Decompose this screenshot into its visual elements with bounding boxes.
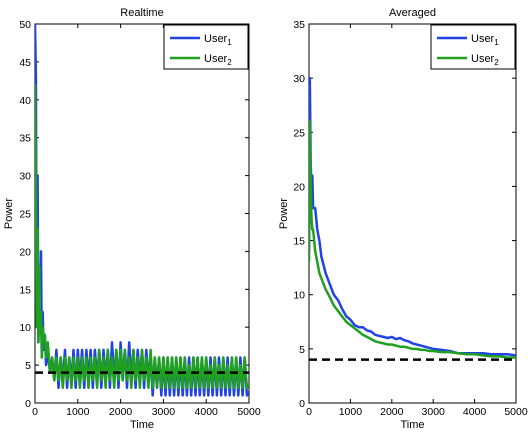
x-tick-label: 0 — [32, 406, 38, 418]
x-axis-label: Time — [400, 419, 424, 431]
y-tick-label: 15 — [19, 284, 31, 296]
x-axis-label: Time — [130, 419, 154, 431]
y-tick-label: 5 — [25, 360, 31, 372]
x-tick-label: 4000 — [463, 406, 487, 418]
y-tick-label: 20 — [293, 181, 305, 193]
series-line-user2 — [309, 120, 516, 359]
x-tick-label: 3000 — [152, 406, 176, 418]
legend-entry-name: User — [204, 33, 228, 45]
series-line-user2 — [35, 84, 249, 390]
legend-entry: User1 — [471, 33, 499, 47]
y-axis-label: Power — [278, 198, 290, 230]
y-tick-label: 20 — [19, 246, 31, 258]
y-tick-label: 35 — [293, 19, 305, 31]
y-tick-label: 10 — [293, 290, 305, 302]
y-tick-label: 30 — [19, 171, 31, 183]
y-tick-label: 25 — [19, 209, 31, 221]
legend-box — [430, 24, 516, 70]
x-tick-label: 5000 — [237, 406, 261, 418]
legend-entry-name: User — [471, 53, 495, 65]
x-tick-label: 1000 — [339, 406, 363, 418]
legend-entry-subscript: 2 — [494, 58, 499, 67]
plot-area — [34, 23, 250, 404]
legend-entry-name: User — [471, 33, 495, 45]
legend-entry-name: User — [204, 53, 228, 65]
y-tick-label: 50 — [19, 19, 31, 31]
y-tick-label: 0 — [25, 398, 31, 410]
x-tick-label: 1000 — [66, 406, 90, 418]
y-tick-label: 15 — [293, 236, 305, 248]
plot-area — [308, 23, 517, 404]
x-tick-label: 5000 — [504, 406, 528, 418]
y-tick-label: 30 — [293, 73, 305, 85]
y-tick-label: 25 — [293, 127, 305, 139]
y-axis-label: Power — [3, 198, 15, 230]
y-tick-label: 5 — [299, 344, 305, 356]
x-tick-label: 2000 — [109, 406, 133, 418]
legend-entry-subscript: 1 — [494, 38, 499, 47]
legend-entry-subscript: 2 — [227, 58, 232, 67]
x-tick-label: 0 — [306, 406, 312, 418]
y-tick-label: 0 — [299, 398, 305, 410]
legend-entry-subscript: 1 — [227, 38, 232, 47]
legend-entry: User2 — [204, 53, 232, 67]
y-tick-label: 45 — [19, 57, 31, 69]
chart-title: Realtime — [120, 7, 163, 19]
chart-panel-1: Realtime 0 1000 2000 3000 4000 5000 0 5 10 15 20 25 3… — [3, 7, 261, 431]
legend-entry: User2 — [471, 53, 499, 67]
legend-box — [163, 24, 249, 70]
legend-entry: User1 — [204, 33, 232, 47]
chart-panel-2: Averaged 0 1000 2000 3000 4000 5000 0 5 10 15 20 25 3… — [278, 7, 528, 431]
chart-title: Averaged — [389, 7, 436, 19]
y-tick-label: 10 — [19, 322, 31, 334]
x-tick-label: 4000 — [195, 406, 219, 418]
y-tick-label: 40 — [19, 95, 31, 107]
y-tick-label: 35 — [19, 133, 31, 145]
x-tick-label: 2000 — [380, 406, 404, 418]
x-tick-label: 3000 — [422, 406, 446, 418]
